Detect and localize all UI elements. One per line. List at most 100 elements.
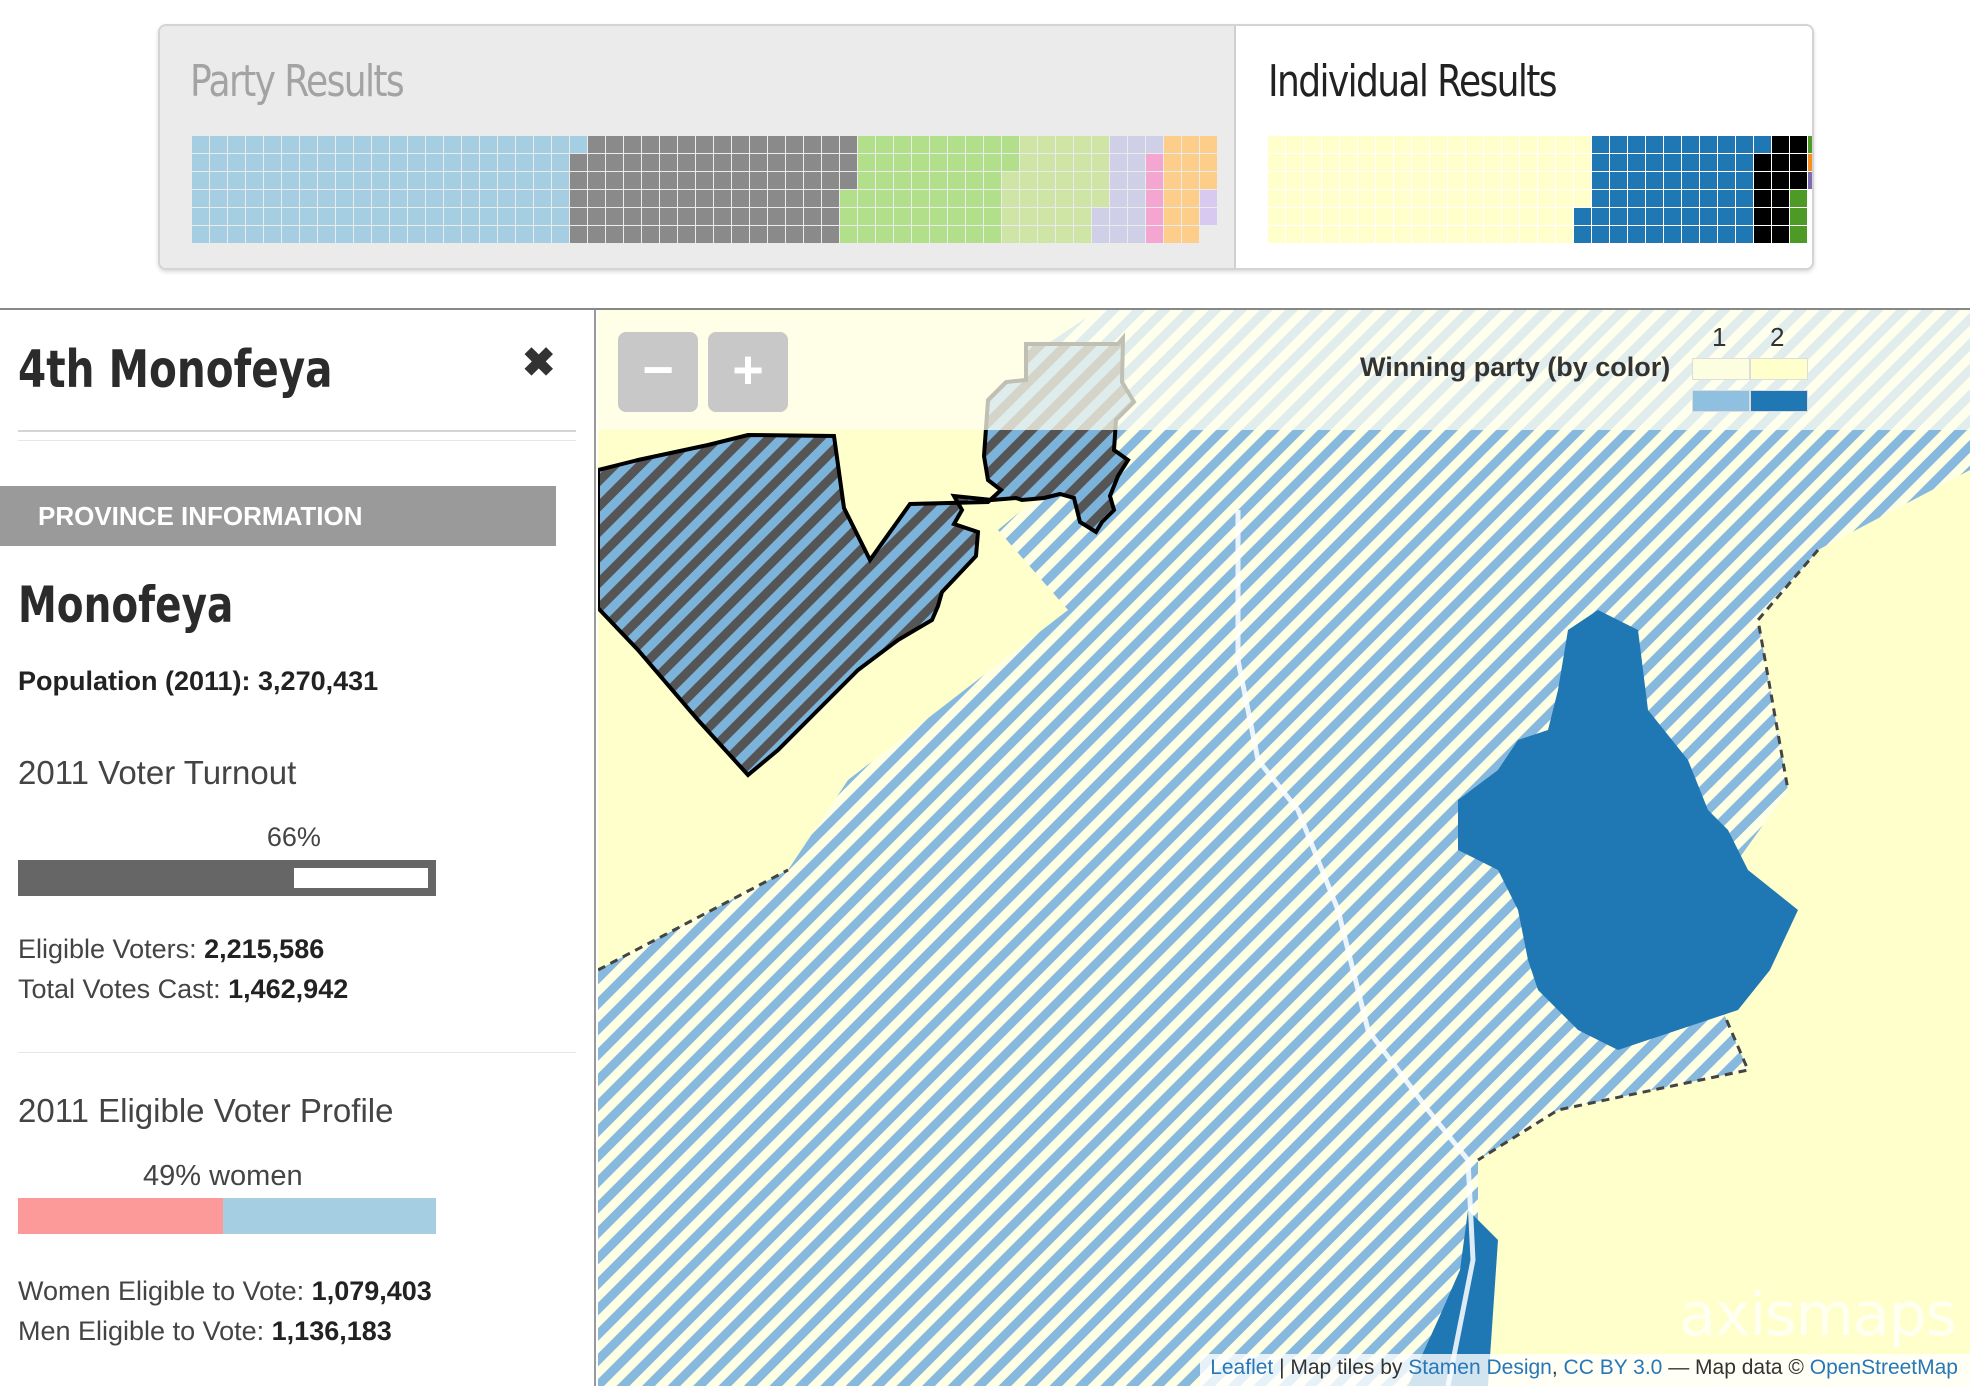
waffle-cell: [498, 136, 515, 153]
waffle-cell: [750, 226, 767, 243]
waffle-cell: [300, 136, 317, 153]
waffle-cell: [228, 136, 245, 153]
waffle-cell: [1700, 208, 1717, 225]
waffle-cell: [534, 154, 551, 171]
waffle-cell: [282, 154, 299, 171]
waffle-cell: [1592, 136, 1609, 153]
waffle-cell: [1664, 190, 1681, 207]
waffle-cell: [1002, 190, 1019, 207]
waffle-cell: [534, 136, 551, 153]
waffle-cell: [1412, 226, 1429, 243]
waffle-cell: [408, 226, 425, 243]
waffle-cell: [228, 190, 245, 207]
waffle-cell: [1484, 154, 1501, 171]
men-eligible-label: Men Eligible to Vote:: [18, 1316, 272, 1346]
waffle-cell: [732, 136, 749, 153]
legend-swatch: [1750, 358, 1808, 380]
license-link[interactable]: CC BY 3.0: [1563, 1356, 1663, 1379]
waffle-cell: [1790, 154, 1807, 171]
waffle-cell: [1322, 208, 1339, 225]
population-stat: Population (2011): 3,270,431: [18, 666, 379, 696]
turnout-bar-remainder: [293, 868, 428, 888]
waffle-cell: [1394, 154, 1411, 171]
waffle-cell: [714, 136, 731, 153]
waffle-cell: [1700, 136, 1717, 153]
close-icon[interactable]: ✖: [522, 341, 556, 385]
map-view[interactable]: − + Winning party (by color) 1 2 axismap…: [598, 310, 1970, 1386]
waffle-cell: [462, 136, 479, 153]
waffle-cell: [390, 208, 407, 225]
leaflet-link[interactable]: Leaflet: [1210, 1356, 1274, 1379]
waffle-cell: [1502, 190, 1519, 207]
waffle-cell: [1610, 226, 1627, 243]
waffle-cell: [714, 208, 731, 225]
waffle-cell: [1038, 154, 1055, 171]
waffle-cell: [1128, 190, 1145, 207]
map-canvas[interactable]: [598, 310, 1970, 1386]
waffle-cell: [678, 190, 695, 207]
waffle-cell: [1304, 172, 1321, 189]
waffle-cell: [1520, 136, 1537, 153]
district-hatched-region[interactable]: [598, 310, 1970, 1386]
waffle-cell: [642, 136, 659, 153]
waffle-cell: [912, 172, 929, 189]
waffle-cell: [768, 190, 785, 207]
waffle-cell: [1020, 154, 1037, 171]
waffle-cell: [678, 154, 695, 171]
waffle-cell: [876, 172, 893, 189]
waffle-cell: [1020, 172, 1037, 189]
waffle-cell: [210, 154, 227, 171]
waffle-cell: [1538, 172, 1555, 189]
zoom-out-button[interactable]: −: [618, 332, 698, 412]
waffle-cell: [246, 154, 263, 171]
zoom-in-button[interactable]: +: [708, 332, 788, 412]
waffle-cell: [1736, 172, 1753, 189]
waffle-cell: [1340, 136, 1357, 153]
waffle-cell: [1110, 208, 1127, 225]
tab-individual-results[interactable]: Individual Results: [1238, 26, 1812, 268]
waffle-cell: [1020, 208, 1037, 225]
waffle-cell: [984, 208, 1001, 225]
waffle-cell: [1610, 154, 1627, 171]
district-solid-blue-south[interactable]: [1408, 1210, 1498, 1386]
waffle-cell: [552, 226, 569, 243]
waffle-cell: [894, 154, 911, 171]
waffle-cell: [1286, 154, 1303, 171]
waffle-cell: [1146, 190, 1163, 207]
waffle-cell: [1394, 226, 1411, 243]
divider: [18, 440, 576, 441]
waffle-cell: [1358, 154, 1375, 171]
waffle-cell: [1092, 226, 1109, 243]
selected-district-4th-monofeya[interactable]: [598, 332, 1137, 778]
waffle-cell: [444, 136, 461, 153]
waffle-cell: [390, 172, 407, 189]
waffle-cell: [768, 208, 785, 225]
waffle-cell: [210, 136, 227, 153]
waffle-cell: [1304, 190, 1321, 207]
waffle-cell: [210, 226, 227, 243]
waffle-cell: [1790, 172, 1807, 189]
waffle-cell: [1574, 136, 1591, 153]
stamen-link[interactable]: Stamen Design: [1408, 1356, 1552, 1379]
waffle-cell: [714, 226, 731, 243]
waffle-cell: [1056, 136, 1073, 153]
waffle-cell: [624, 208, 641, 225]
waffle-cell: [606, 172, 623, 189]
waffle-cell: [1430, 208, 1447, 225]
waffle-cell: [1682, 208, 1699, 225]
district-solid-blue[interactable]: [1458, 610, 1798, 1050]
women-percent-label: 49% women: [143, 1160, 303, 1192]
waffle-cell: [1682, 190, 1699, 207]
waffle-cell: [696, 208, 713, 225]
tab-party-results[interactable]: Party Results: [160, 26, 1236, 268]
waffle-cell: [1430, 172, 1447, 189]
waffle-cell: [1556, 154, 1573, 171]
waffle-cell: [1502, 172, 1519, 189]
waffle-cell: [1448, 226, 1465, 243]
osm-link[interactable]: OpenStreetMap: [1809, 1356, 1958, 1379]
waffle-cell: [534, 208, 551, 225]
waffle-cell: [858, 208, 875, 225]
waffle-cell: [1520, 226, 1537, 243]
divider: [18, 430, 576, 432]
waffle-cell: [390, 136, 407, 153]
